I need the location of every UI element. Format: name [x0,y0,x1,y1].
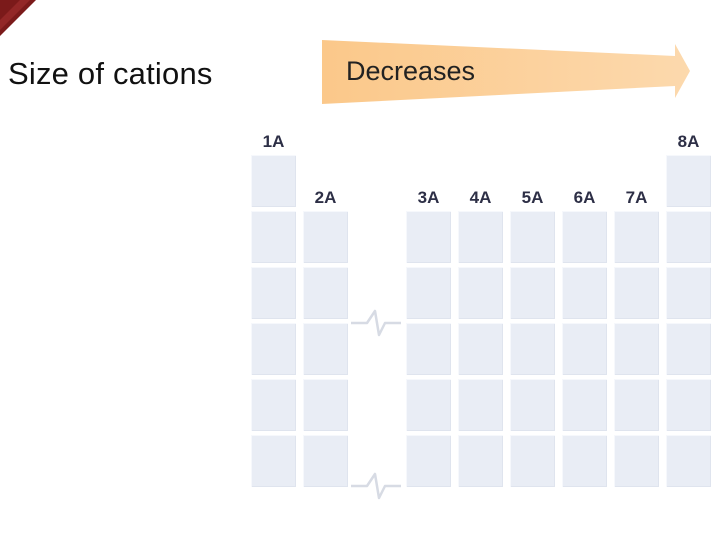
element-cell [510,379,555,431]
arrow-label: Decreases [346,56,476,86]
element-cell [562,435,607,487]
element-cell [510,267,555,319]
element-cell [562,211,607,263]
element-cell [303,323,348,375]
element-cell [614,267,659,319]
element-cell [458,435,503,487]
gap-squiggle-icon [351,472,401,500]
gap-squiggle-icon [351,309,401,337]
element-cell [458,379,503,431]
group-label-3a: 3A [417,188,440,207]
element-cell [458,323,503,375]
element-cell [303,379,348,431]
group-label-8a: 8A [677,132,700,151]
element-cell [251,435,296,487]
element-cell [406,211,451,263]
group-label-4a: 4A [469,188,492,207]
element-cell [303,435,348,487]
element-cell [666,211,711,263]
element-cell [251,211,296,263]
element-cell [614,379,659,431]
group-label-5a: 5A [521,188,544,207]
element-cell [458,267,503,319]
element-cell [406,267,451,319]
element-cell [614,211,659,263]
element-cell [666,267,711,319]
element-cell [562,267,607,319]
element-cell [251,155,296,207]
group-label-2a: 2A [314,188,337,207]
element-cell [562,323,607,375]
element-cell [666,155,711,207]
element-cell [406,323,451,375]
element-cell [251,379,296,431]
group-label-7a: 7A [625,188,648,207]
element-cell [303,267,348,319]
element-cell [458,211,503,263]
element-cell [666,379,711,431]
element-cell [303,211,348,263]
element-cell [562,379,607,431]
group-label-6a: 6A [573,188,596,207]
element-cell [406,379,451,431]
element-cell [510,435,555,487]
corner-accent [0,0,36,36]
element-cell [251,267,296,319]
element-cell [406,435,451,487]
element-cell [510,323,555,375]
element-cell [614,323,659,375]
element-cell [666,435,711,487]
group-label-1a: 1A [262,132,285,151]
slide-title: Size of cations [8,56,213,91]
element-cell [614,435,659,487]
element-cell [510,211,555,263]
element-cell [251,323,296,375]
element-cell [666,323,711,375]
decreases-arrow [322,40,690,104]
